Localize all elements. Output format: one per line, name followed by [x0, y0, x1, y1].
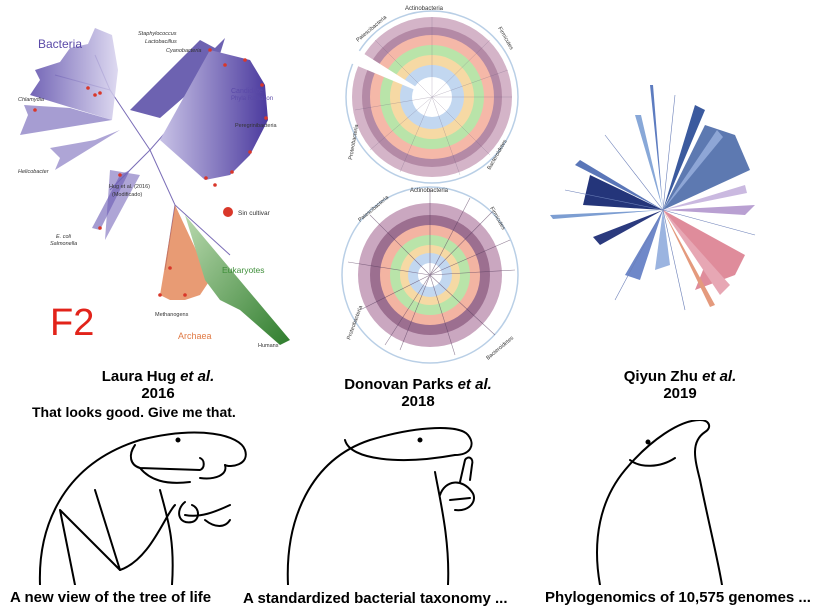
parks-bottom-actinobacteria-label: Actinobacteria — [410, 188, 449, 194]
salmonella-label: Salmonella — [50, 241, 77, 247]
bacteria-left-fan — [30, 28, 118, 120]
helicobacter-label: Helicobacter — [18, 169, 50, 175]
hug-tree-figure: Bacteria Staphylococcus Lactobacillus Cy… — [18, 28, 290, 349]
parks-caption: A standardized bacterial taxonomy ... — [243, 590, 508, 607]
flork-thumbs-up — [286, 427, 475, 585]
eukaryotes-label: Eukaryotes — [222, 265, 265, 275]
hug-note-label: Hug et al. (2016) — [109, 184, 150, 190]
chlamydia-label: Chlamydia — [18, 97, 44, 103]
staphylococcus-label: Staphylococcus — [138, 31, 177, 37]
hug-caption: A new view of the tree of life — [10, 589, 212, 606]
methanogens-label: Methanogens — [155, 312, 189, 318]
bacteria-label: Bacteria — [38, 37, 82, 51]
parks-bottom-circular-tree — [341, 186, 519, 364]
parks-heading: Donovan Parks et al. 2018 — [318, 376, 518, 410]
zhu-caption: Phylogenomics of 10,575 genomes ... — [545, 589, 811, 606]
cyanobacteria-label: Cyanobacteria — [166, 48, 201, 54]
zhu-heading: Qiyun Zhu et al. 2019 — [580, 368, 780, 402]
archaea-fan — [160, 205, 210, 300]
peregrinibacteria-label: Peregrinibacteria — [235, 123, 278, 129]
archaea-label: Archaea — [178, 331, 212, 341]
parks-top-firmicutes-label: Firmicutes — [496, 26, 514, 51]
ecoli-label: E. coli — [56, 234, 72, 240]
parks-bottom-firmicutes-label: Firmicutes — [488, 206, 506, 231]
zhu-etal: et al. — [702, 368, 737, 385]
parks-top-circular-tree — [345, 10, 519, 184]
speech-text: That looks good. Give me that. — [32, 404, 236, 420]
parks-etal: et al. — [457, 376, 492, 393]
zhu-radial-tree — [550, 85, 756, 311]
candidate-label: Candidate — [231, 88, 263, 95]
zhu-year: 2019 — [663, 385, 697, 402]
hug-heading: Laura Hug et al. 2016 — [58, 368, 258, 402]
parks-year: 2018 — [401, 393, 435, 410]
phyla-radiation-label: Phyla Radiation — [231, 96, 273, 102]
hug-etal: et al. — [180, 368, 215, 385]
flork-content — [596, 420, 723, 585]
flork-grabbing — [38, 431, 247, 585]
zhu-author: Qiyun Zhu — [623, 368, 698, 385]
f2-label: F2 — [50, 302, 94, 344]
lactobacillus-label: Lactobacillus — [145, 39, 177, 45]
hug-year: 2016 — [141, 385, 175, 402]
parks-author: Donovan Parks — [344, 376, 454, 393]
humans-label: Humans — [258, 343, 279, 349]
zhu-tree-figure — [550, 85, 756, 311]
parks-top-actinobacteria-label: Actinobacteria — [405, 6, 444, 12]
candidate-phyla-fan — [160, 50, 268, 180]
hug-author: Laura Hug — [101, 368, 176, 385]
parks-tree-figure: Actinobacteria Patescibacteria Firmicute… — [341, 6, 519, 364]
modified-note-label: (Modificado) — [112, 192, 142, 198]
flork-drawings — [38, 420, 723, 585]
eukaryotes-fan — [185, 215, 290, 345]
uncultivated-legend: Sin cultivar — [238, 210, 271, 217]
